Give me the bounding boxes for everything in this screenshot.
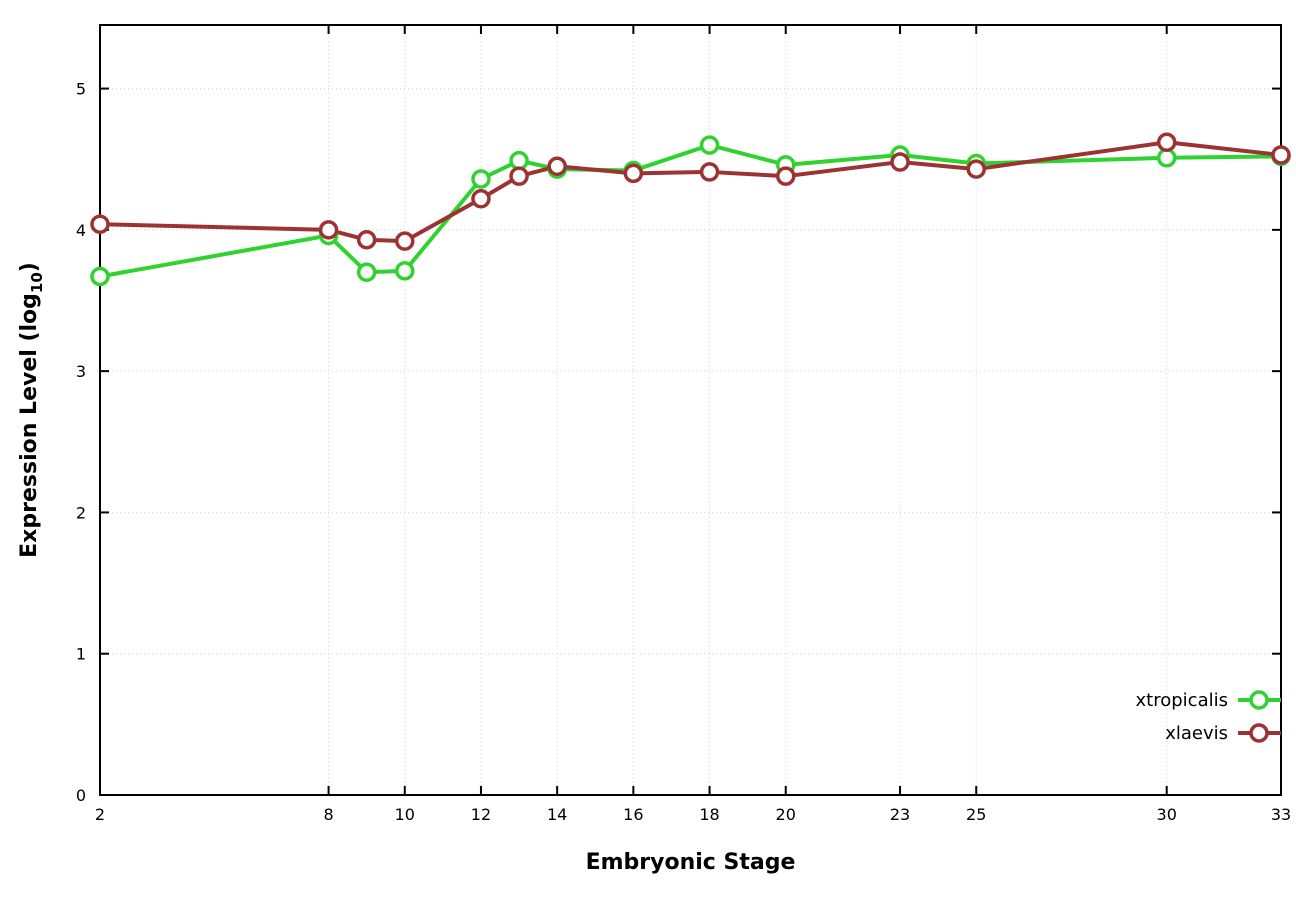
data-point (547, 156, 567, 177)
data-point (966, 159, 986, 179)
y-tick-label: 2 (76, 503, 86, 522)
series-markers-xlaevis (90, 132, 1291, 251)
x-tick-label: 18 (699, 805, 719, 824)
data-point (775, 166, 796, 186)
x-tick-label: 12 (471, 805, 491, 824)
x-tick-label: 14 (547, 805, 567, 824)
x-tick-label: 16 (623, 805, 643, 824)
series-line-xlaevis (98, 140, 1283, 244)
legend-marker-sample (1249, 723, 1269, 743)
data-point (1156, 132, 1177, 153)
data-point (356, 230, 377, 250)
data-point (471, 189, 491, 209)
legend-label-xtropicalis: xtropicalis (1136, 690, 1228, 711)
x-tick-label: 23 (890, 805, 910, 824)
y-tick-label: 1 (76, 645, 86, 664)
data-point (356, 262, 377, 282)
data-point (699, 135, 720, 155)
y-axis-label-main: Expression Level (log (17, 293, 42, 558)
x-tick-label: 25 (966, 805, 986, 824)
legend-marker-sample (1249, 690, 1269, 710)
data-point (471, 169, 491, 189)
x-tick-label: 10 (395, 805, 415, 824)
x-tick-label: 2 (95, 805, 105, 824)
x-tick-label: 30 (1157, 805, 1177, 824)
data-point (1271, 145, 1291, 165)
data-point (395, 231, 415, 251)
data-point (699, 162, 720, 182)
x-tick-label: 33 (1271, 805, 1291, 824)
data-point (395, 261, 415, 281)
legend: xtropicalis xlaevis (1136, 690, 1281, 744)
data-point (318, 220, 339, 240)
data-point (890, 152, 910, 172)
data-point (509, 150, 529, 171)
y-axis-label: Expression Level (log10) (17, 262, 46, 558)
y-tick-label: 4 (76, 221, 86, 240)
x-tick-labels: 2 8 10 12 14 16 18 20 23 25 30 33 (95, 805, 1291, 824)
x-axis-label: Embryonic Stage (586, 850, 796, 875)
y-axis-label-close: ) (17, 262, 42, 272)
y-tick-labels: 0 1 2 3 4 5 (76, 80, 86, 805)
y-tick-label: 0 (76, 786, 86, 805)
tick-marks (99, 25, 1282, 796)
plot-border (99, 24, 1282, 796)
series-line-xtropicalis (98, 143, 1283, 279)
y-axis-label-subscript: 10 (28, 272, 46, 293)
data-point (1156, 148, 1177, 168)
data-point (90, 266, 110, 287)
data-point (90, 214, 110, 234)
x-tick-label: 20 (776, 805, 796, 824)
y-tick-label: 3 (76, 362, 86, 381)
data-point (509, 166, 529, 186)
data-point (623, 163, 644, 184)
legend-label-xlaevis: xlaevis (1165, 723, 1228, 744)
x-tick-label: 8 (323, 805, 333, 824)
y-tick-label: 5 (76, 80, 86, 99)
grid-lines (99, 25, 1282, 795)
